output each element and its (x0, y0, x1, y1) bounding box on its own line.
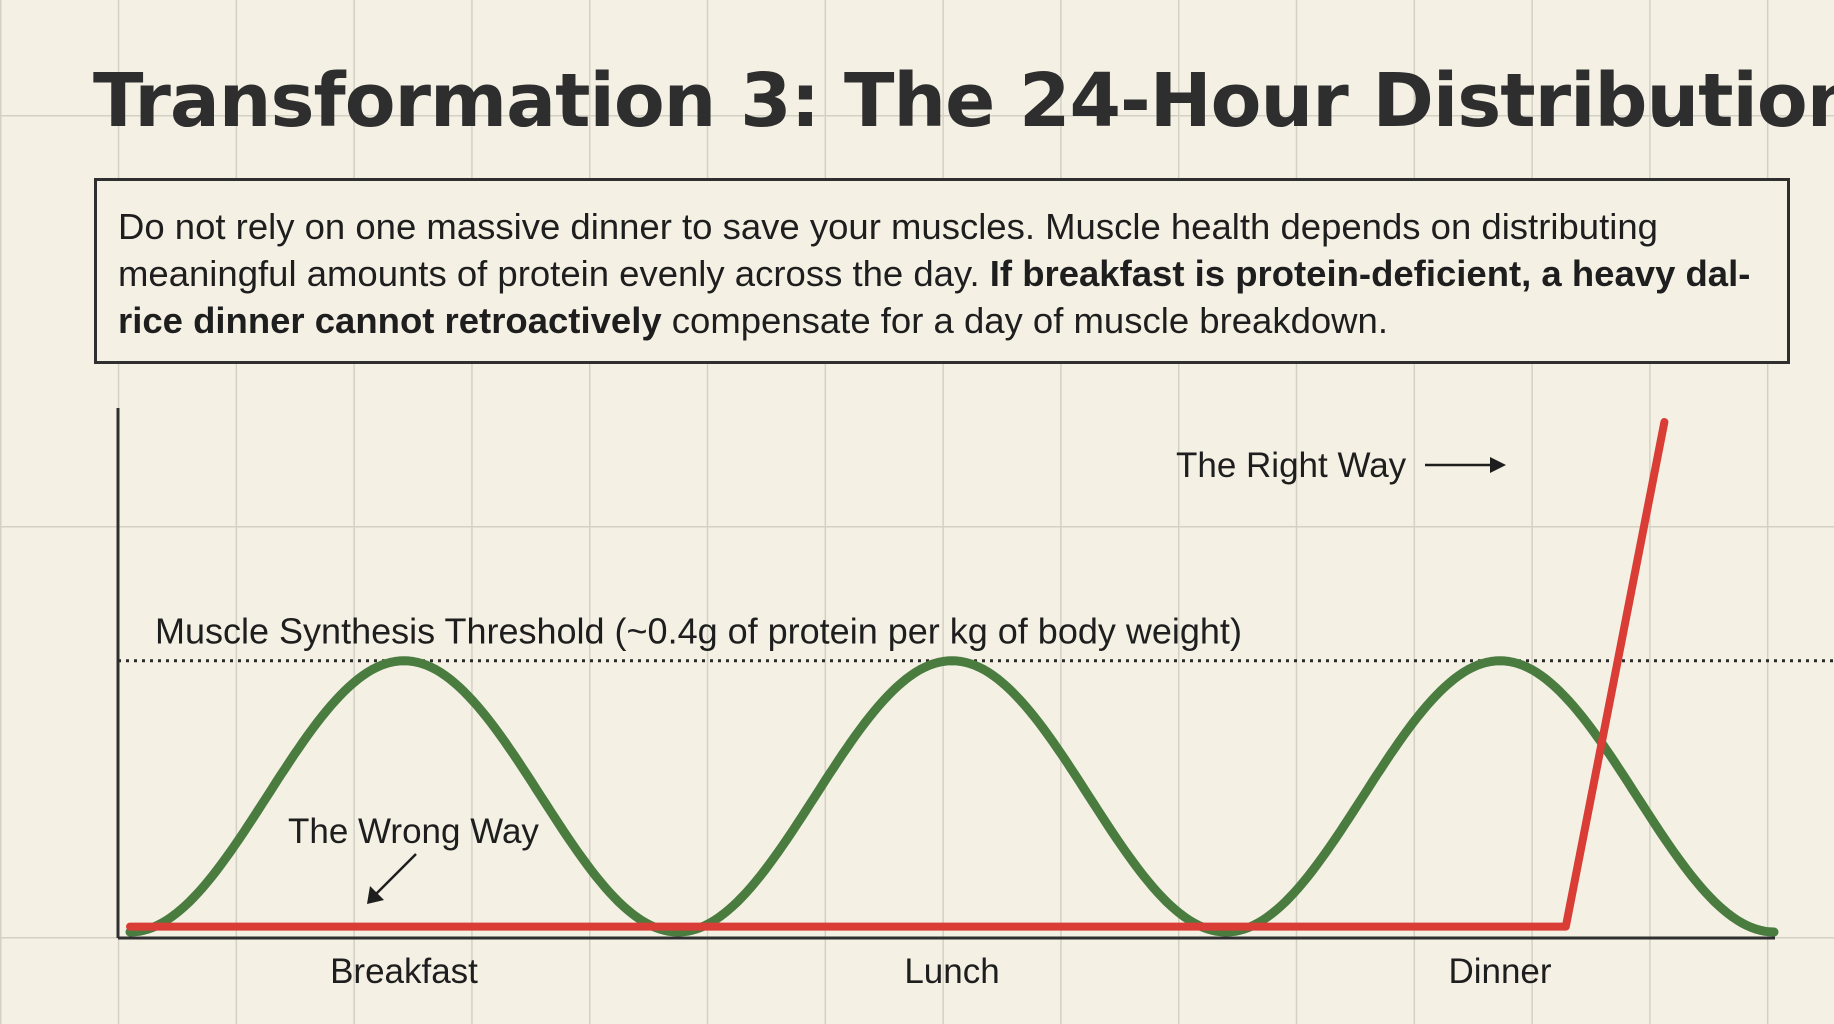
x-tick-label: Dinner (1448, 952, 1551, 991)
info-box: Do not rely on one massive dinner to sav… (94, 178, 1790, 364)
page-title: Transformation 3: The 24-Hour Distributi… (93, 58, 1834, 144)
description-emphasis: If breakfast is protein-deficient, a hea… (118, 253, 1751, 341)
wrong-way-label: The Wrong Way (288, 812, 539, 851)
description-text: Do not rely on one massive dinner to sav… (118, 206, 1658, 294)
x-tick-label: Breakfast (330, 952, 478, 991)
right-way-arrow (1425, 457, 1506, 473)
series-wrong-line (126, 418, 1669, 931)
series-layer (125, 418, 1779, 937)
right-way-label: The Right Way (1176, 446, 1407, 485)
description-text-end: compensate for a day of muscle breakdown… (661, 300, 1388, 341)
x-tick-label: Lunch (904, 952, 999, 991)
x-tick-labels: Breakfast Lunch Dinner (330, 952, 1552, 991)
wrong-way-arrow (367, 853, 417, 904)
series-right-line (125, 656, 1779, 937)
threshold-label: Muscle Synthesis Threshold (~0.4g of pro… (155, 611, 1242, 652)
